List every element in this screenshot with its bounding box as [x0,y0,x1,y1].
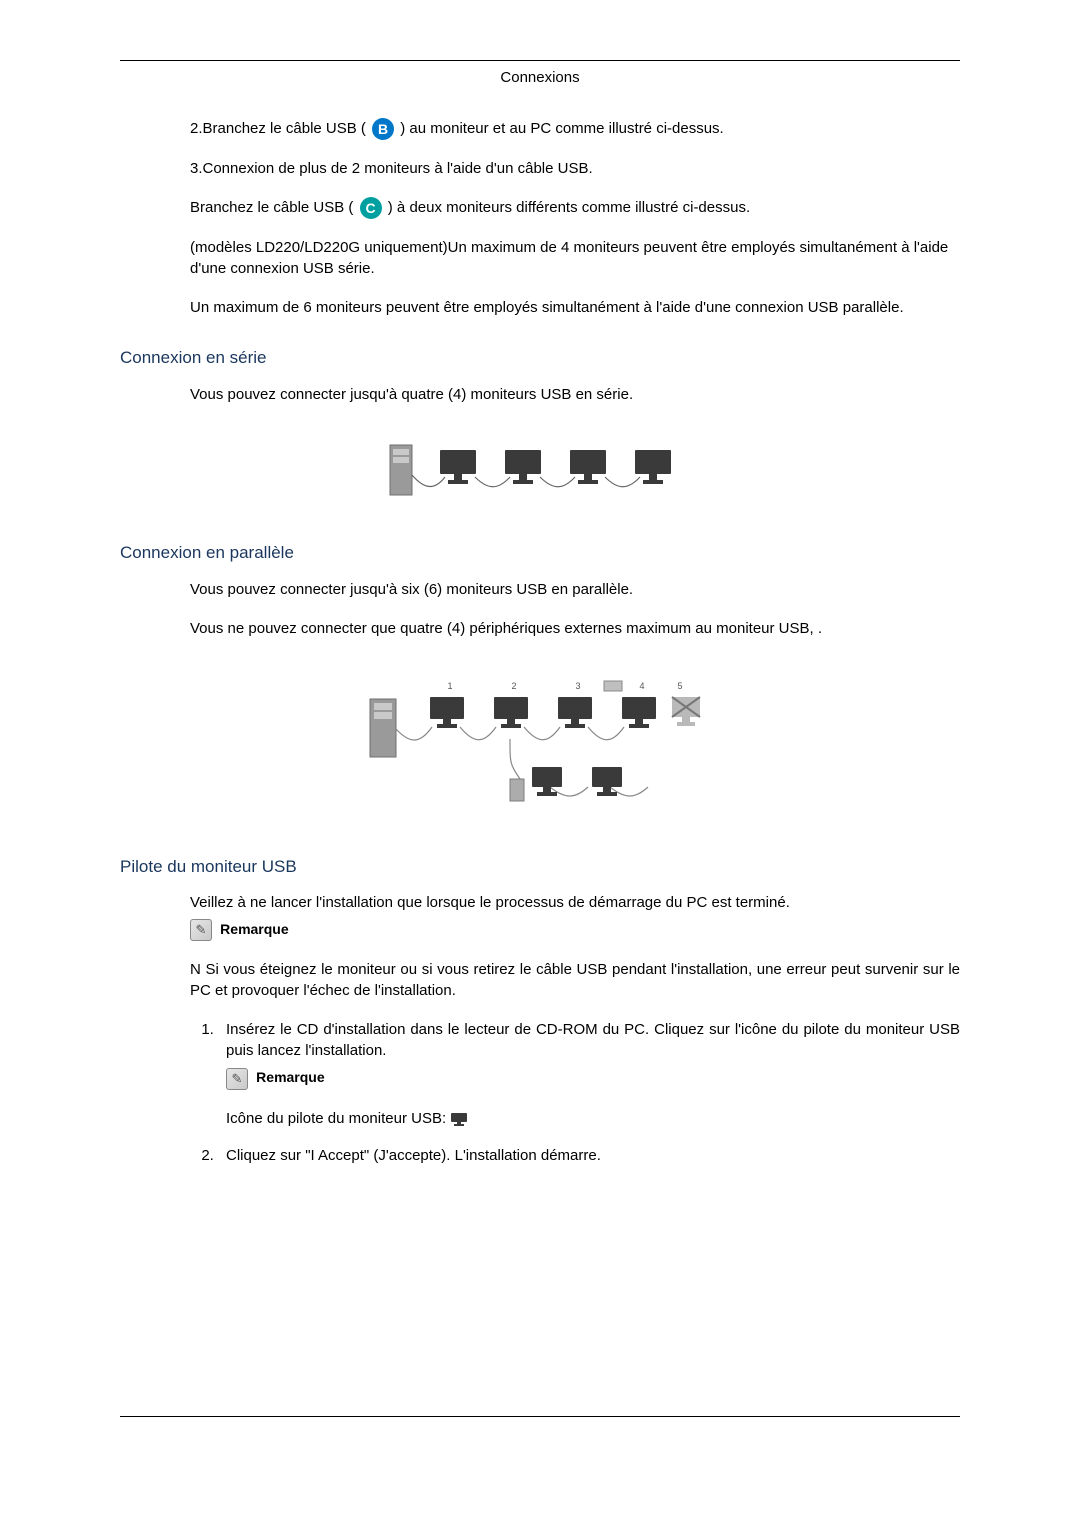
pilote-block: Veillez à ne lancer l'installation que l… [190,892,960,1165]
heading-pilote: Pilote du moniteur USB [120,855,960,879]
step-2-before: 2.Branchez le câble USB ( [190,120,366,137]
usb-b-icon: B [372,118,394,140]
heading-serie: Connexion en série [120,346,960,370]
serie-block: Vous pouvez connecter jusqu'à quatre (4)… [190,384,960,405]
serie-text: Vous pouvez connecter jusqu'à quatre (4)… [190,384,960,405]
install-step-2: Cliquez sur "I Accept" (J'accepte). L'in… [218,1145,960,1166]
driver-icon-row: Icône du pilote du moniteur USB: [226,1108,960,1129]
pilote-intro: Veillez à ne lancer l'installation que l… [190,892,960,913]
remarque-label-1: Remarque [220,922,288,938]
step-3: 3.Connexion de plus de 2 moniteurs à l'a… [190,158,960,179]
install-step-1-text: Insérez le CD d'installation dans le lec… [226,1021,960,1059]
install-step-1: Insérez le CD d'installation dans le lec… [218,1019,960,1128]
remarque-2-row: Remarque [226,1067,960,1089]
remarque-1-text: N Si vous éteignez le moniteur ou si vou… [190,959,960,1001]
svg-text:5: 5 [677,681,682,691]
parallele-text1: Vous pouvez connecter jusqu'à six (6) mo… [190,579,960,600]
branchez-c-before: Branchez le câble USB ( [190,199,353,216]
branchez-c-after: ) à deux moniteurs différents comme illu… [388,199,750,216]
step-2: 2.Branchez le câble USB ( B ) au moniteu… [190,118,960,140]
svg-text:4: 4 [639,681,644,691]
svg-text:2: 2 [511,681,516,691]
driver-icon-label: Icône du pilote du moniteur USB: [226,1110,446,1127]
page: Connexions 2.Branchez le câble USB ( B )… [0,0,1080,1527]
intro-block: 2.Branchez le câble USB ( B ) au moniteu… [190,118,960,318]
figure-parallele-svg: 1 2 3 4 5 [360,669,720,819]
step-2-after: ) au moniteur et au PC comme illustré ci… [400,120,723,137]
models-note: (modèles LD220/LD220G uniquement)Un maxi… [190,237,960,279]
note-icon [226,1068,248,1090]
parallele-block: Vous pouvez connecter jusqu'à six (6) mo… [190,579,960,639]
parallele-text2: Vous ne pouvez connecter que quatre (4) … [190,618,960,639]
heading-parallele: Connexion en parallèle [120,541,960,565]
svg-text:3: 3 [575,681,580,691]
branchez-c: Branchez le câble USB ( C ) à deux monit… [190,197,960,219]
svg-text:1: 1 [447,681,452,691]
remarque-label-2: Remarque [256,1070,324,1086]
note-icon [190,919,212,941]
install-steps: Insérez le CD d'installation dans le lec… [190,1019,960,1165]
figure-parallele: 1 2 3 4 5 [120,669,960,825]
remarque-1-row: Remarque [190,919,960,941]
figure-serie-svg [380,435,700,505]
rule-bottom [120,1416,960,1417]
driver-monitor-icon [450,1112,468,1126]
usb-c-icon: C [360,197,382,219]
figure-serie [120,435,960,511]
install-step-2-text: Cliquez sur "I Accept" (J'accepte). L'in… [226,1147,601,1164]
max6-note: Un maximum de 6 moniteurs peuvent être e… [190,297,960,318]
page-header-title: Connexions [120,61,960,94]
